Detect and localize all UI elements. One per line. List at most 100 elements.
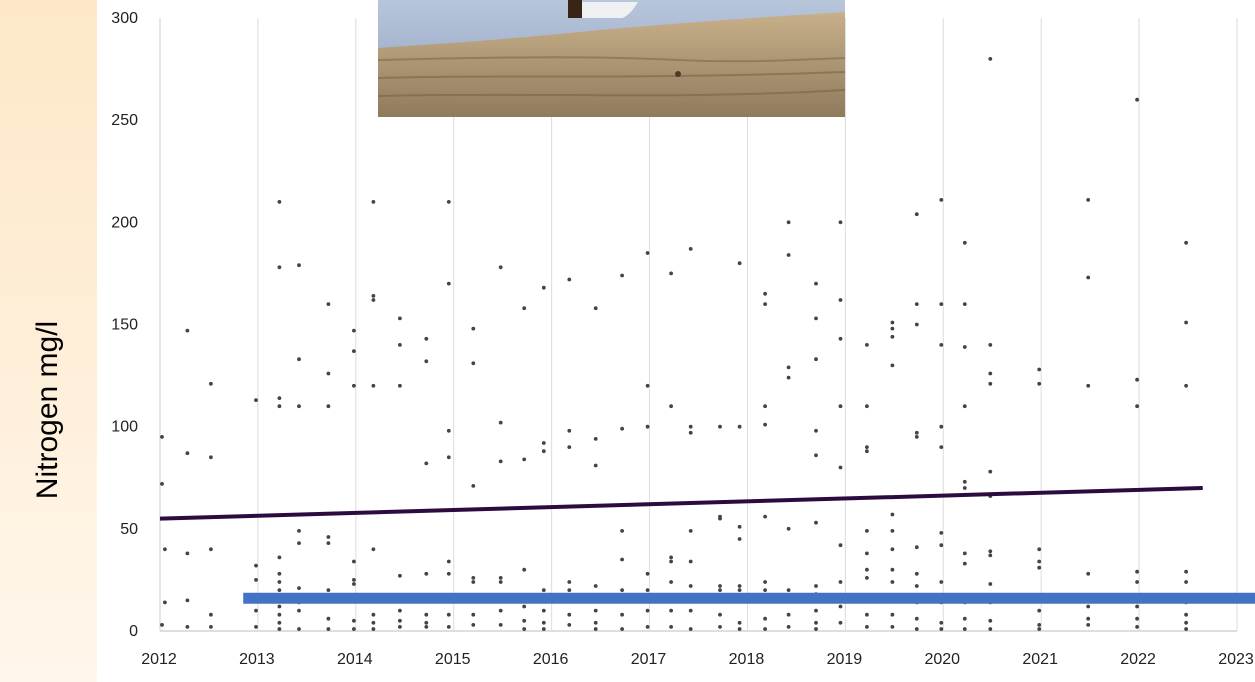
data-point: [398, 618, 402, 623]
data-point: [838, 580, 843, 584]
data-point: [1135, 404, 1139, 409]
data-point: [737, 627, 742, 631]
data-point: [939, 531, 944, 535]
data-point: [939, 424, 944, 429]
data-point: [160, 482, 164, 486]
data-point: [763, 588, 767, 592]
data-point: [277, 604, 282, 609]
data-point: [645, 571, 650, 576]
data-point: [786, 588, 791, 592]
data-point: [160, 623, 164, 627]
data-point: [371, 612, 376, 617]
data-point: [890, 320, 895, 325]
data-point: [326, 627, 331, 631]
data-point: [1086, 571, 1091, 576]
data-point: [567, 588, 572, 592]
data-point: [541, 627, 546, 631]
data-point: [185, 551, 190, 556]
x-tick-label: 2020: [924, 651, 960, 668]
data-point: [446, 281, 451, 286]
data-point: [498, 459, 503, 464]
data-point: [326, 541, 331, 545]
data-point: [939, 445, 944, 449]
data-point: [1135, 616, 1139, 621]
data-point: [498, 580, 503, 584]
data-point: [838, 404, 843, 409]
data-points: [160, 57, 1188, 631]
data-point: [786, 220, 791, 225]
data-point: [914, 571, 919, 576]
data-point: [352, 349, 356, 353]
data-point: [593, 437, 598, 441]
data-point: [471, 580, 476, 584]
data-point: [914, 435, 919, 439]
data-point: [522, 627, 527, 631]
data-point: [254, 398, 258, 402]
data-point: [988, 381, 993, 386]
data-point: [939, 580, 944, 584]
data-point: [593, 306, 598, 311]
data-point: [297, 627, 301, 631]
y-tick-label: 0: [129, 623, 138, 640]
data-point: [277, 612, 282, 617]
data-point: [814, 428, 818, 433]
data-point: [890, 326, 895, 331]
data-point: [890, 547, 895, 552]
y-tick-label: 100: [111, 419, 138, 436]
x-tick-label: 2013: [239, 651, 275, 668]
data-point: [209, 547, 213, 552]
y-tick-label: 250: [111, 112, 138, 129]
data-point: [277, 404, 282, 409]
data-point: [1037, 623, 1042, 627]
data-point: [1184, 383, 1188, 388]
data-point: [593, 584, 598, 588]
data-point: [371, 620, 376, 625]
data-point: [541, 285, 546, 290]
data-point: [914, 430, 919, 435]
data-point: [688, 584, 693, 588]
data-point: [209, 625, 213, 629]
data-point: [890, 334, 895, 339]
shoreline-photo: [378, 0, 845, 117]
data-point: [688, 424, 693, 429]
data-point: [988, 343, 993, 347]
data-point: [865, 529, 869, 533]
data-point: [1086, 383, 1091, 388]
data-point: [185, 598, 190, 603]
data-point: [424, 571, 429, 576]
x-tick-label: 2019: [827, 651, 863, 668]
data-point: [541, 588, 546, 592]
data-point: [471, 576, 476, 580]
data-point: [620, 273, 624, 278]
data-point: [865, 445, 869, 449]
data-point: [297, 608, 301, 613]
data-point: [939, 198, 944, 202]
data-point: [254, 625, 258, 629]
data-point: [763, 291, 767, 296]
data-point: [160, 435, 164, 439]
data-point: [786, 612, 791, 617]
grid: [159, 18, 1238, 632]
data-point: [522, 567, 527, 572]
x-tick-label: 2022: [1120, 651, 1156, 668]
x-tick-labels: 2012 2013 2014 2015 2016 2017 2018 2019 2020 2021…: [141, 651, 1254, 668]
y-tick-labels: 0 50 100 150 200 250 300: [111, 10, 138, 640]
data-point: [593, 608, 598, 613]
data-point: [620, 627, 624, 631]
data-point: [297, 586, 301, 590]
data-point: [890, 567, 895, 572]
data-point: [371, 627, 376, 631]
data-point: [939, 302, 944, 306]
data-point: [786, 526, 791, 531]
data-point: [914, 616, 919, 621]
data-point: [890, 512, 895, 517]
data-point: [988, 469, 993, 474]
data-point: [352, 627, 356, 631]
data-point: [865, 567, 869, 572]
data-point: [498, 608, 503, 613]
data-point: [939, 343, 944, 347]
data-point: [522, 457, 527, 462]
data-point: [446, 612, 451, 617]
data-point: [988, 618, 993, 623]
data-point: [620, 557, 624, 562]
